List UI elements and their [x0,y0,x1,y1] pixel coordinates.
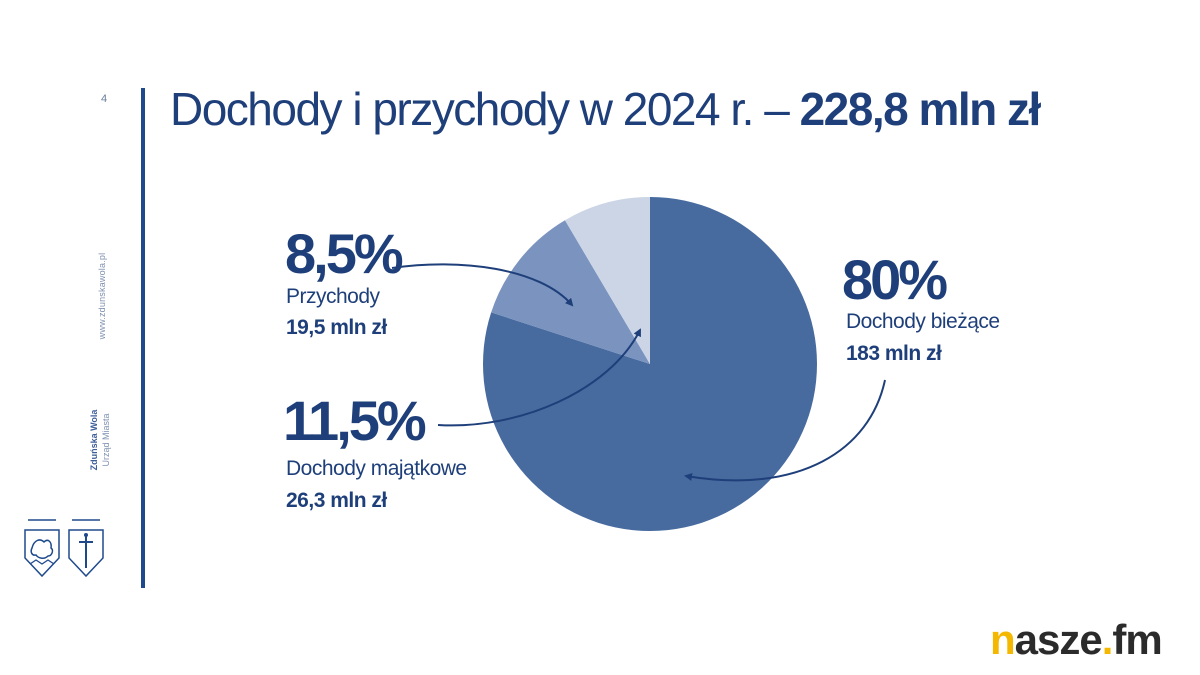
title-total: 228,8 mln zł [799,83,1042,135]
arrow-revenue [391,263,574,307]
page-number: 4 [101,93,108,105]
sword-crest-icon [68,519,104,578]
property-amount: 26,3 mln zł [286,489,387,512]
pie-slice-przychody [564,197,650,364]
revenue-label: Przychody [286,285,380,308]
lion-crest-icon [24,519,60,578]
nasze-fm-logo: nasze.fm [990,616,1163,663]
arrow-current [684,379,886,482]
revenue-percent: 8,5% [285,222,404,285]
current-label: Dochody bieżące [846,310,1000,333]
current-percent: 80% [842,248,948,311]
slide-title: Dochody i przychody w 2024 r. – 228,8 ml… [170,82,1042,136]
revenue-amount: 19,5 mln zł [286,316,387,339]
title-regular: Dochody i przychody w 2024 r. – [170,83,790,135]
property-label: Dochody majątkowe [286,457,467,480]
vertical-divider [141,88,145,588]
pie-slice-dochody-maj-tkowe [491,220,650,364]
property-percent: 11,5% [283,389,427,452]
current-amount: 183 mln zł [846,342,942,365]
arrow-property [437,328,641,427]
pie-slice-dochody-bie-ce [483,197,818,531]
